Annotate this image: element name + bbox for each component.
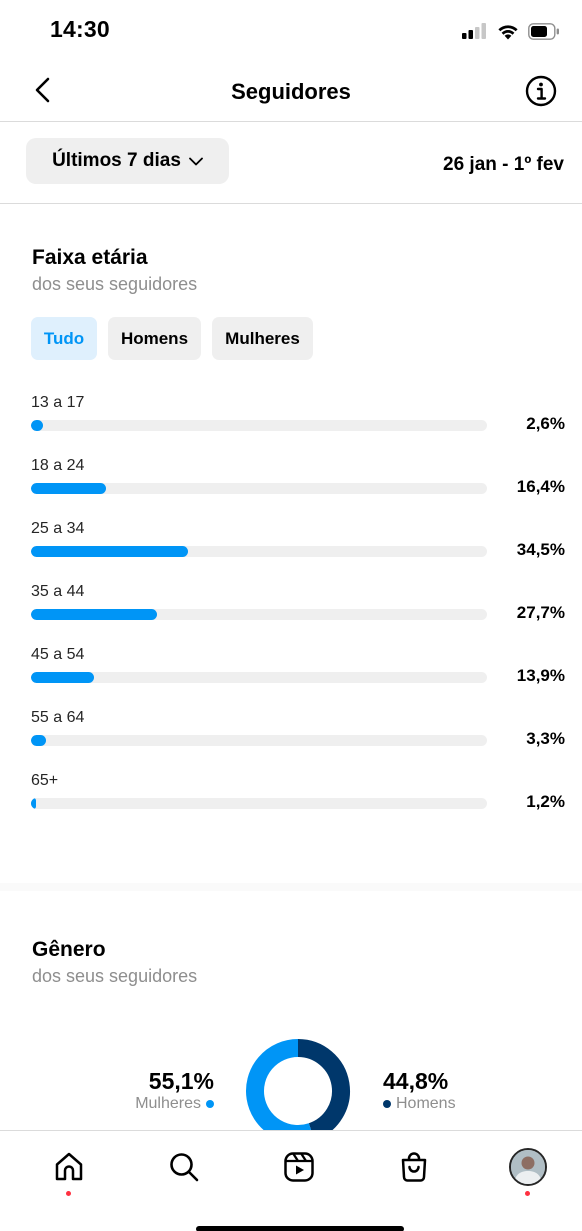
age-bar-track [31,609,487,620]
tab-reels[interactable] [279,1147,319,1187]
age-percentage: 13,9% [516,666,565,685]
search-icon [170,1153,199,1182]
date-range: 26 jan - 1º fev [443,154,564,175]
age-row: 25 a 34 34,5% [0,516,582,579]
age-bar-track [31,546,487,557]
filter-row: Últimos 7 dias 26 jan - 1º fev [0,122,582,204]
period-label: Últimos 7 dias [52,150,181,171]
tab-profile[interactable] [508,1147,548,1196]
donut-slice-men [297,1039,350,1130]
status-icons [462,22,560,40]
home-notification-dot [66,1191,71,1196]
gender-chart: 55,1% Mulheres 44,8% Homens [0,1035,582,1130]
age-range-label: 65+ [31,772,59,789]
age-percentage: 16,4% [516,477,565,496]
age-bar-track [31,672,487,683]
age-filter-tabs: Tudo Homens Mulheres [31,317,313,360]
page-title: Seguidores [231,79,351,104]
gender-donut-chart [246,1039,350,1130]
section-divider [0,883,582,891]
age-percentage: 1,2% [526,792,565,811]
info-button[interactable] [524,74,558,108]
tab-women[interactable]: Mulheres [212,317,313,360]
age-range-label: 13 a 17 [31,394,85,411]
gender-section-subtitle: dos seus seguidores [32,966,198,986]
age-bar-track [31,420,487,431]
women-dot [206,1100,214,1108]
info-icon [525,75,557,107]
age-row: 55 a 64 3,3% [0,705,582,768]
women-percentage: 55,1% [148,1068,214,1094]
age-bar-fill [31,798,36,809]
donut-slice-women [246,1039,312,1130]
age-row: 65+ 1,2% [0,768,582,831]
men-dot [383,1100,391,1108]
profile-notification-dot [525,1191,530,1196]
age-bar-fill [31,609,157,620]
age-bar-track [31,798,487,809]
chevron-down-icon [189,157,203,165]
age-bar-fill [31,546,188,557]
tab-all[interactable]: Tudo [31,317,97,360]
gender-section-title: Gênero [32,938,106,961]
status-time: 14:30 [50,16,110,42]
age-section-title: Faixa etária [32,246,148,269]
tab-shop[interactable] [394,1147,434,1187]
age-percentage: 34,5% [516,540,565,559]
navigation-bar: Seguidores [0,60,582,122]
age-bar-fill [31,735,46,746]
age-row: 18 a 24 16,4% [0,453,582,516]
home-indicator [196,1226,404,1231]
bottom-tab-bar [0,1130,582,1231]
back-button[interactable] [28,74,60,106]
age-bar-fill [31,420,43,431]
age-bar-fill [31,483,106,494]
age-range-label: 35 a 44 [31,583,85,600]
women-label: Mulheres [135,1095,201,1112]
reels-icon [284,1152,314,1182]
age-range-label: 45 a 54 [31,646,85,663]
age-row: 13 a 17 2,6% [0,390,582,453]
men-stat: 44,8% Homens [383,1068,456,1113]
tab-men[interactable]: Homens [108,317,201,360]
age-percentage: 2,6% [526,414,565,433]
age-percentage: 3,3% [526,729,565,748]
age-range-label: 55 a 64 [31,709,85,726]
tab-home[interactable] [49,1147,89,1196]
chevron-left-icon [35,77,50,103]
home-icon [55,1152,83,1181]
women-stat: 55,1% Mulheres [135,1068,214,1113]
age-bar-list: 13 a 17 2,6% 18 a 24 16,4% 25 a 34 34,5% 35 a … [0,390,582,831]
men-label: Homens [396,1095,456,1112]
shop-icon [401,1152,427,1182]
men-legend: Homens [383,1095,456,1113]
wifi-icon [498,25,518,40]
age-bar-fill [31,672,94,683]
age-percentage: 27,7% [516,603,565,622]
avatar-image [511,1150,545,1184]
age-range-label: 25 a 34 [31,520,85,537]
age-range-label: 18 a 24 [31,457,85,474]
period-dropdown-button[interactable]: Últimos 7 dias [26,138,229,184]
age-section-subtitle: dos seus seguidores [32,274,198,294]
age-bar-track [31,483,487,494]
women-legend: Mulheres [135,1095,214,1113]
cellular-signal-icon [462,23,486,39]
age-row: 35 a 44 27,7% [0,579,582,642]
tab-search[interactable] [164,1147,204,1187]
age-row: 45 a 54 13,9% [0,642,582,705]
age-bar-track [31,735,487,746]
profile-avatar [509,1148,547,1186]
men-percentage: 44,8% [383,1068,449,1094]
status-bar: 14:30 [0,0,582,60]
battery-icon [528,22,559,40]
